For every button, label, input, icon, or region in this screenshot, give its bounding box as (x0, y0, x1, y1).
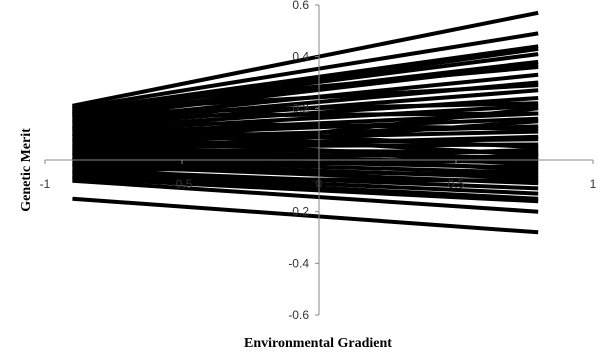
series-line (72, 170, 539, 196)
series-line (72, 101, 539, 116)
y-tick-label: -0.2 (288, 205, 309, 219)
y-tick-label: -0.6 (288, 308, 309, 322)
x-tick-label: -1 (40, 177, 51, 191)
x-axis-title: Environmental Gradient (244, 336, 392, 351)
series-layer (72, 10, 539, 235)
series-line (72, 106, 539, 162)
series-line (72, 31, 539, 111)
series-line (72, 65, 539, 111)
series-line (72, 178, 539, 214)
x-tick-label: -0.5 (172, 177, 193, 191)
series-line (72, 176, 539, 183)
series-line (72, 119, 539, 157)
y-axis-title: Genetic Merit (19, 128, 34, 212)
series-line (72, 83, 539, 113)
x-tick-label: 0 (316, 177, 323, 191)
series-line (72, 52, 539, 116)
y-tick-label: -0.4 (288, 256, 309, 270)
x-tick-label: 0.5 (448, 177, 465, 191)
axis-layer (44, 4, 594, 316)
y-tick-label: 0.4 (292, 50, 309, 64)
series-line (72, 196, 539, 235)
series-line (72, 10, 539, 108)
x-tick-label: 1 (590, 177, 597, 191)
series-line (72, 176, 539, 204)
series-line (72, 103, 539, 134)
series-line (72, 152, 539, 175)
y-tick-label: 0.6 (292, 0, 309, 12)
series-line (72, 147, 539, 168)
series-line (72, 111, 539, 119)
y-tick-label: 0.2 (292, 101, 309, 115)
tick-label-layer: 0.6 0.4 0.2 -0.2 -0.4 -0.6 -1 -0.5 0 0.5 1 (40, 0, 597, 322)
